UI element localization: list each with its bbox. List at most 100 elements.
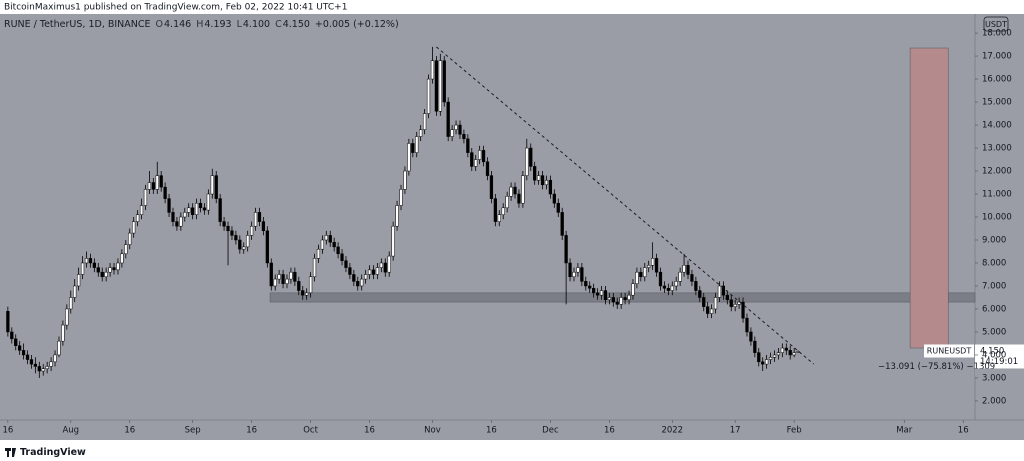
legend: RUNE / TetherUS, 1D, BINANCE O4.146 H4.193… bbox=[4, 19, 399, 30]
candle-body bbox=[198, 202, 203, 209]
measure-label: −13.091 (−75.81%) −1309 bbox=[878, 362, 995, 372]
candle-body bbox=[533, 166, 537, 181]
candle-body bbox=[674, 281, 678, 287]
x-tick-label: 16 bbox=[246, 426, 257, 436]
x-tick-label: 16 bbox=[604, 426, 615, 436]
candle-body bbox=[116, 262, 120, 271]
candle-body bbox=[29, 359, 34, 365]
publisher-line: BitcoinMaximus1 published on TradingView… bbox=[4, 3, 347, 13]
last-price-box bbox=[975, 344, 1024, 369]
candle-body bbox=[706, 306, 710, 314]
candle-body bbox=[84, 258, 89, 264]
candle-body bbox=[246, 235, 250, 248]
candle-body bbox=[249, 225, 254, 236]
candle-body bbox=[698, 290, 702, 298]
y-tick-label: 18.000 bbox=[982, 29, 1012, 39]
candle-body bbox=[332, 242, 336, 248]
candle-body bbox=[242, 246, 246, 250]
candle-body bbox=[139, 205, 144, 215]
candle-body bbox=[635, 271, 639, 284]
candle-body bbox=[709, 308, 714, 314]
candle-body bbox=[14, 338, 18, 346]
candle-body bbox=[619, 297, 623, 305]
target-zone bbox=[909, 47, 949, 349]
x-tick-label: 16 bbox=[958, 426, 969, 436]
y-tick-label: 11.000 bbox=[982, 190, 1012, 200]
candle-body bbox=[584, 281, 588, 287]
candle-body bbox=[344, 260, 348, 268]
x-tick-label: 2022 bbox=[661, 426, 683, 436]
legend-key: C bbox=[275, 19, 282, 30]
candle-body bbox=[741, 301, 745, 319]
candle-body bbox=[780, 347, 784, 353]
candle-body bbox=[568, 262, 572, 278]
legend-value: 4.146 bbox=[164, 19, 191, 30]
candle-body bbox=[308, 276, 313, 294]
candle-body bbox=[80, 262, 85, 275]
candle-body bbox=[179, 216, 183, 227]
candle-body bbox=[419, 129, 423, 137]
legend-change: +0.005 (+0.12%) bbox=[315, 19, 399, 30]
candle-body bbox=[666, 288, 670, 291]
currency: USDT bbox=[985, 20, 1007, 29]
candle-body bbox=[367, 269, 372, 275]
candle-body bbox=[678, 271, 682, 282]
candle-body bbox=[69, 297, 73, 310]
candle-body bbox=[654, 258, 659, 273]
candle-body bbox=[438, 60, 442, 112]
candle-body bbox=[277, 274, 281, 280]
candle-body bbox=[128, 232, 132, 245]
candle-body bbox=[403, 170, 407, 190]
candle-body bbox=[37, 366, 41, 372]
candle-body bbox=[167, 198, 171, 213]
last-price: 4.150 bbox=[980, 346, 1004, 356]
candle-body bbox=[426, 78, 431, 114]
candle-body bbox=[273, 278, 277, 287]
x-tick-label: Nov bbox=[424, 426, 441, 436]
x-tick-label: Mar bbox=[896, 426, 913, 436]
candle-body bbox=[383, 262, 387, 273]
candle-body bbox=[757, 352, 761, 363]
candle-body bbox=[92, 262, 96, 268]
symbol-tag: RUNEUSDT bbox=[927, 346, 972, 355]
candle-body bbox=[143, 189, 148, 206]
candle-body bbox=[564, 235, 568, 264]
candle-body bbox=[580, 267, 584, 282]
candle-body bbox=[194, 202, 199, 215]
candle-body bbox=[717, 285, 722, 298]
candle-body bbox=[792, 352, 796, 356]
axis-clip bbox=[975, 368, 1024, 377]
candle-body bbox=[761, 361, 765, 365]
candle-body bbox=[261, 221, 266, 232]
candle-body bbox=[670, 285, 674, 291]
candle-body bbox=[658, 271, 663, 287]
legend-key: O bbox=[156, 19, 163, 30]
candle-body bbox=[725, 294, 729, 301]
candle-body bbox=[493, 198, 497, 222]
candle-body bbox=[360, 278, 364, 287]
candle-body bbox=[525, 147, 529, 176]
y-tick-label: 3.000 bbox=[982, 373, 1006, 383]
candle-body bbox=[631, 283, 635, 296]
x-tick-label: 16 bbox=[124, 426, 135, 436]
candle-body bbox=[576, 267, 580, 273]
y-tick-label: 5.000 bbox=[982, 327, 1006, 337]
candle-body bbox=[478, 150, 482, 160]
candle-body bbox=[387, 255, 391, 273]
candle-body bbox=[187, 207, 191, 213]
candle-body bbox=[135, 214, 140, 222]
candle-body bbox=[588, 285, 592, 289]
x-tick-label: 16 bbox=[364, 426, 375, 436]
candle-body bbox=[434, 60, 439, 112]
candle-body bbox=[218, 198, 222, 222]
y-tick-label: 8.000 bbox=[982, 258, 1006, 268]
y-tick-label: 13.000 bbox=[982, 144, 1012, 154]
candle-body bbox=[745, 317, 749, 333]
candle-body bbox=[104, 271, 108, 278]
candle-body bbox=[501, 207, 505, 215]
candle-body bbox=[690, 274, 694, 282]
candle-body bbox=[623, 297, 627, 301]
candle-body bbox=[151, 182, 155, 190]
candle-body bbox=[540, 175, 545, 186]
